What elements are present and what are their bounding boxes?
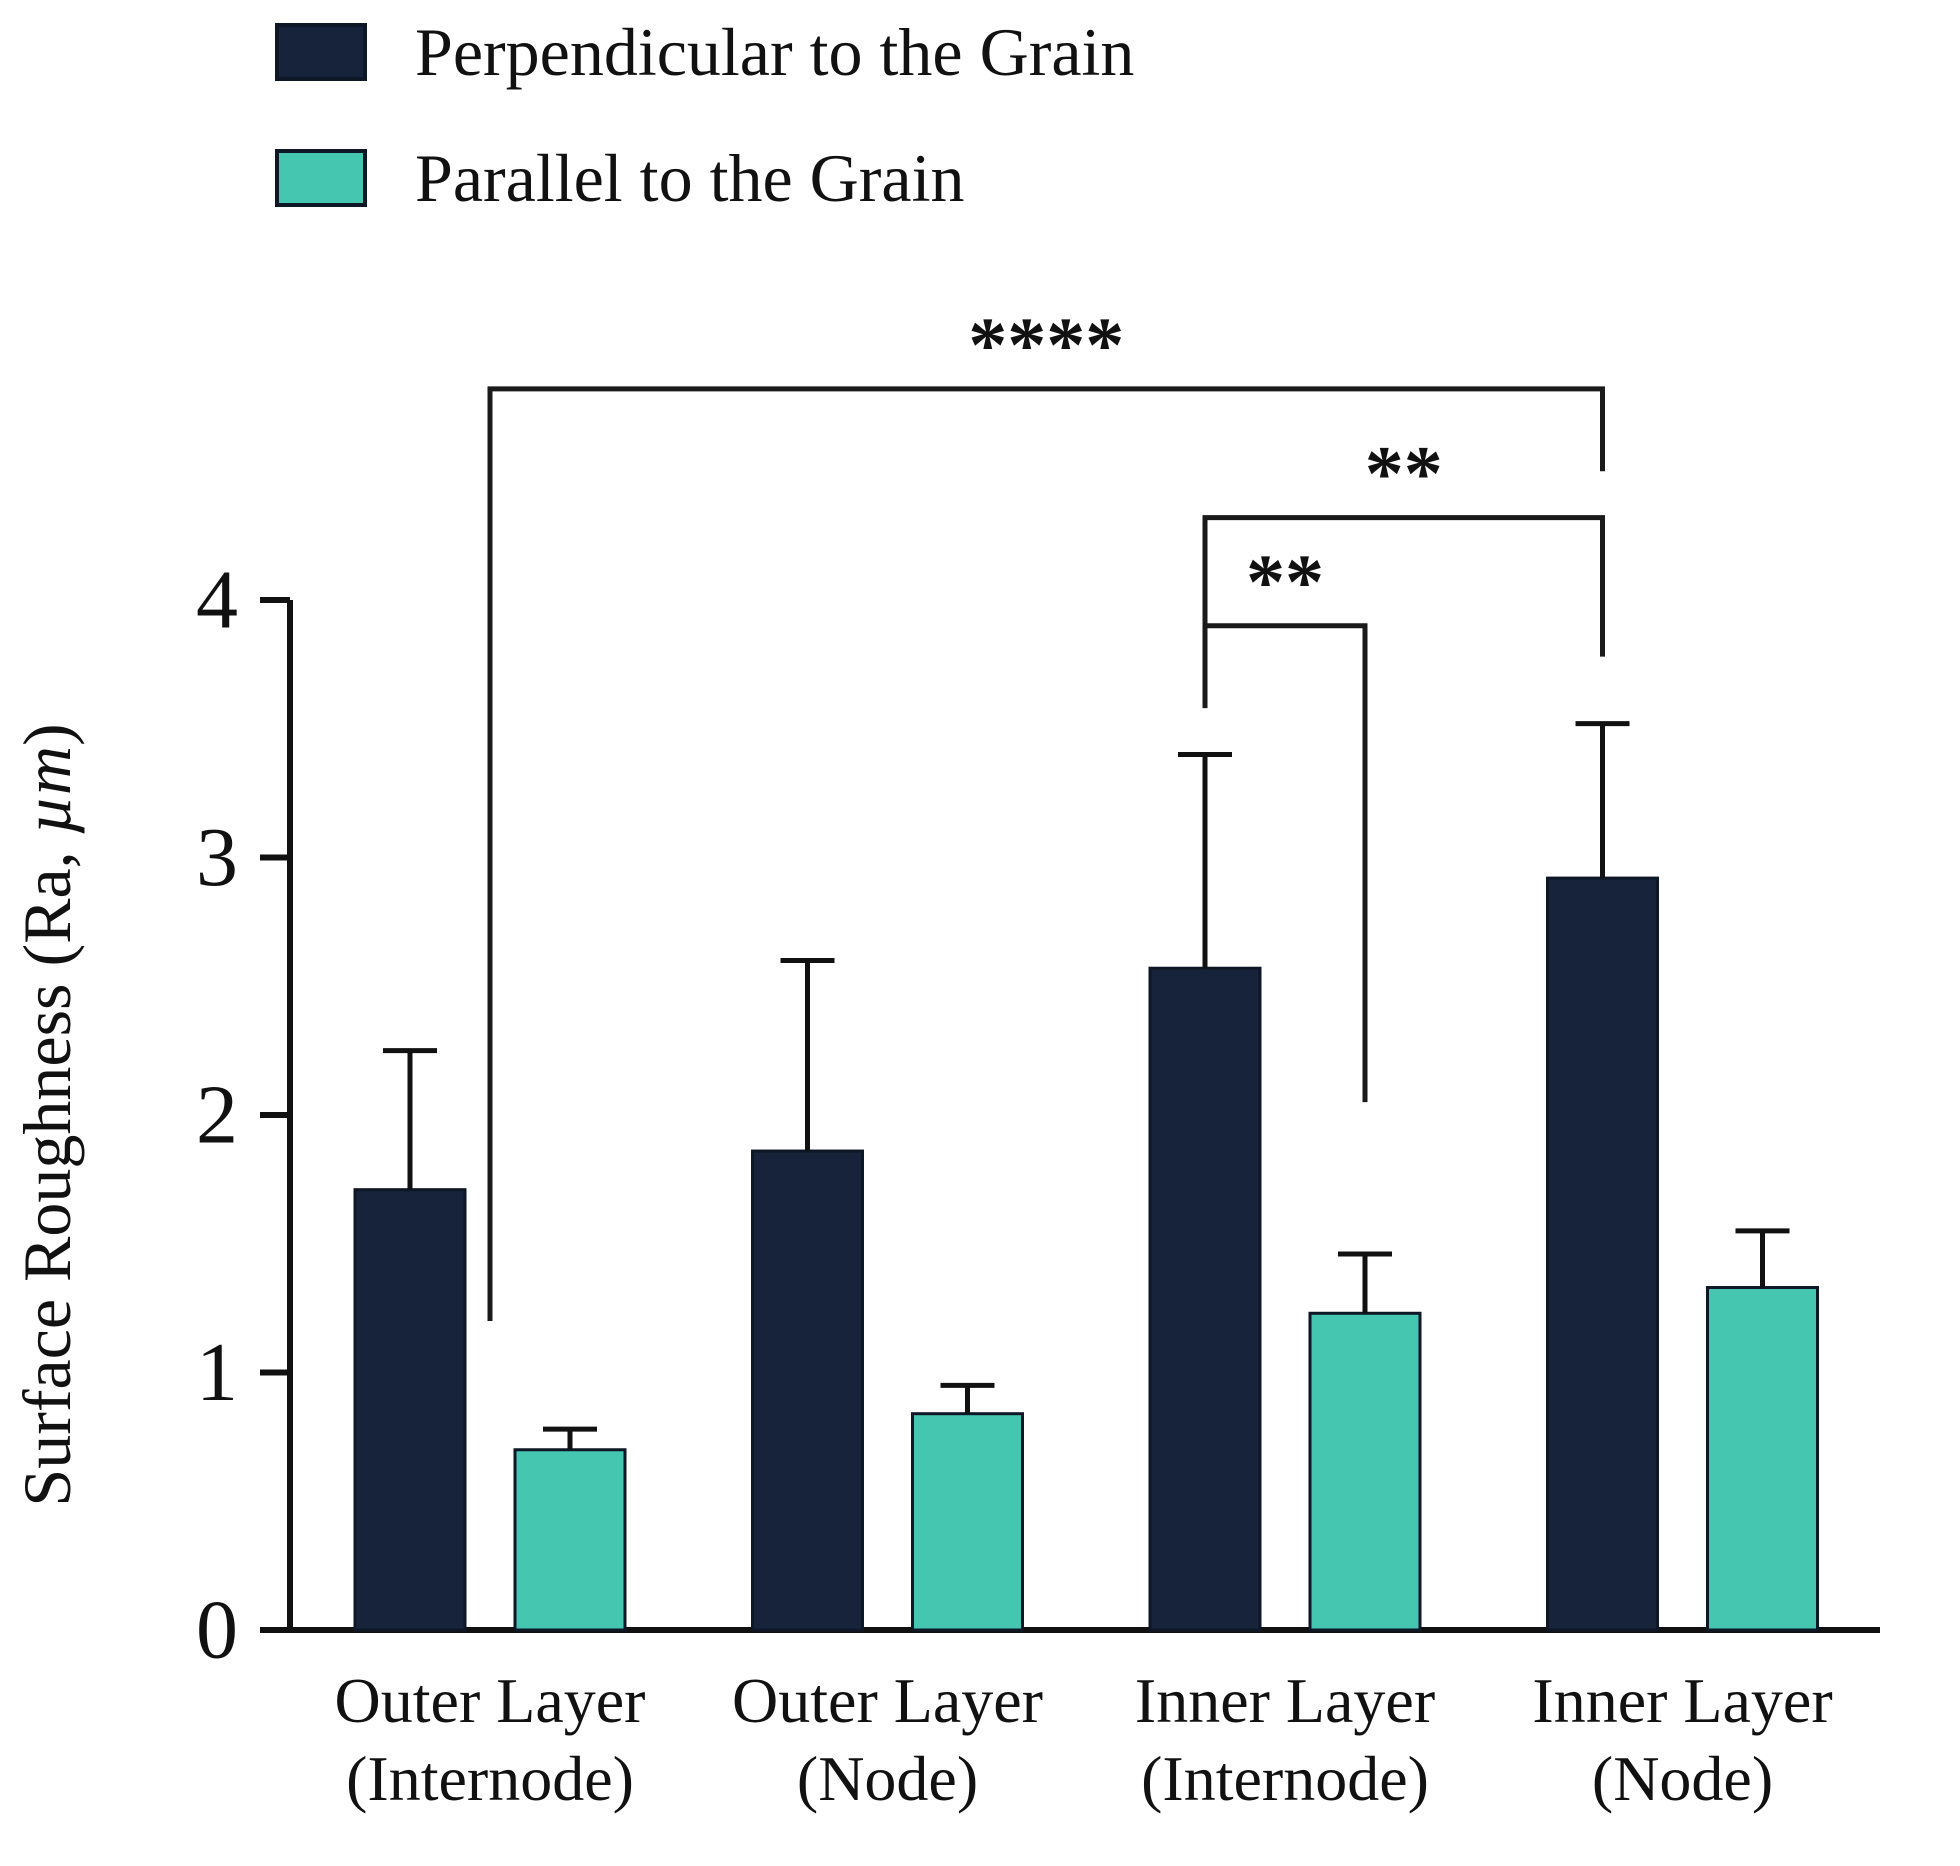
y-axis-title: Surface Roughness (Ra, µm)	[9, 723, 85, 1506]
y-tick-label: 4	[196, 554, 238, 647]
x-category-label: (Node)	[1592, 1743, 1773, 1814]
y-tick-label: 2	[196, 1069, 238, 1162]
bar	[1546, 876, 1659, 1632]
significance-bracket	[1202, 515, 1605, 657]
bar	[353, 1188, 467, 1632]
legend-item-parallel: Parallel to the Grain	[275, 144, 1134, 212]
significance-label: **	[1365, 430, 1443, 517]
legend-label-parallel: Parallel to the Grain	[415, 140, 965, 216]
legend-item-perpendicular: Perpendicular to the Grain	[275, 18, 1134, 86]
x-category-label: (Node)	[797, 1743, 978, 1814]
x-category-label: (Internode)	[1141, 1743, 1429, 1814]
x-category-label: Outer Layer	[732, 1665, 1043, 1736]
x-category-label: Outer Layer	[335, 1665, 646, 1736]
significance-bracket	[487, 386, 1605, 1321]
x-category-label: Inner Layer	[1532, 1665, 1832, 1736]
legend-swatch-parallel	[275, 149, 367, 207]
bar	[911, 1412, 1024, 1632]
chart-legend: Perpendicular to the Grain Parallel to t…	[275, 18, 1134, 212]
significance-label: **	[1246, 538, 1324, 625]
legend-label-perpendicular: Perpendicular to the Grain	[415, 14, 1135, 90]
y-tick-label: 0	[196, 1584, 238, 1677]
bar	[1706, 1286, 1819, 1632]
x-category-label: (Internode)	[346, 1743, 634, 1814]
bar	[513, 1448, 627, 1632]
y-tick-label: 3	[196, 811, 238, 904]
significance-bracket	[1202, 623, 1368, 1103]
significance-label: ****	[968, 301, 1124, 388]
legend-swatch-perpendicular	[275, 23, 367, 81]
bar	[751, 1149, 864, 1632]
y-tick-label: 1	[196, 1326, 238, 1419]
x-category-label: Inner Layer	[1135, 1665, 1435, 1736]
bar	[1148, 966, 1262, 1632]
bar	[1308, 1311, 1422, 1632]
